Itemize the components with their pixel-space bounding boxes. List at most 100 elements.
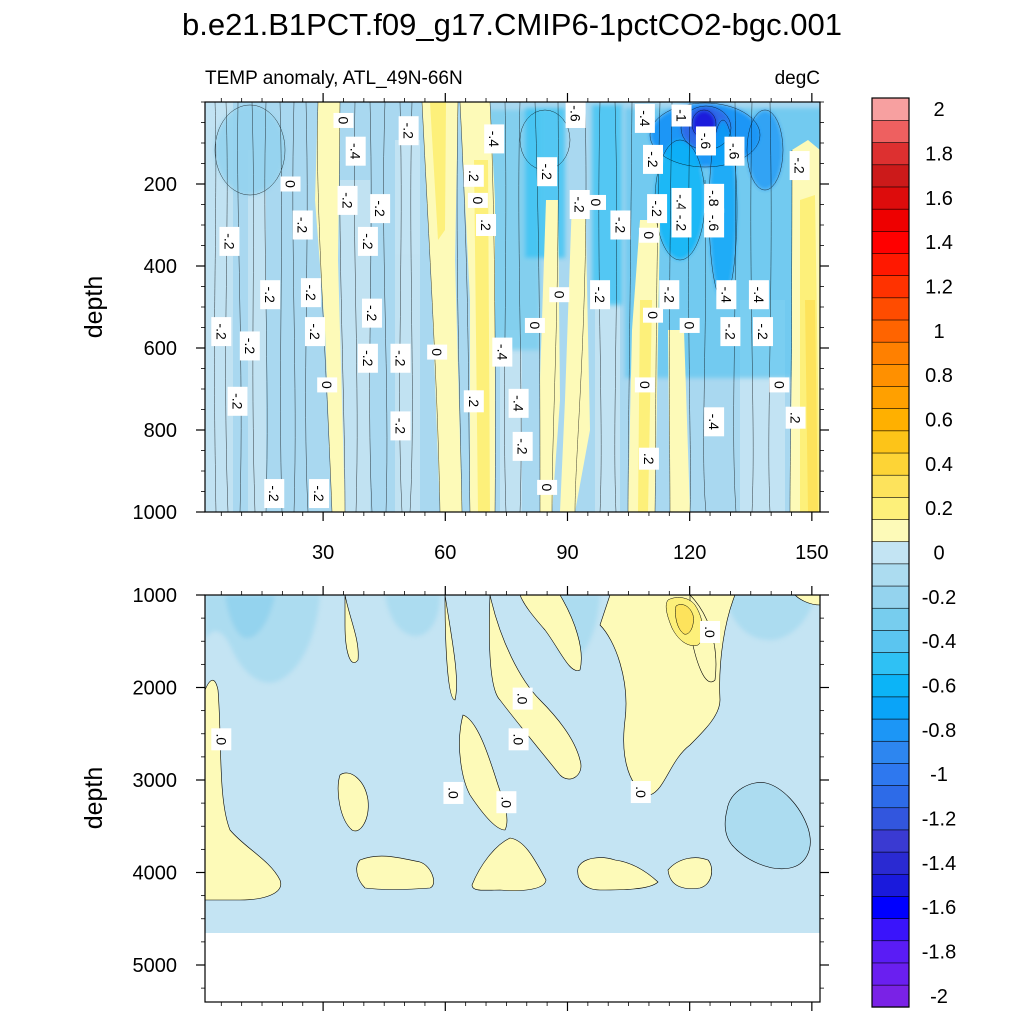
contour-label-text: .2 <box>466 395 482 407</box>
contour-label: .0 <box>211 728 232 751</box>
contour-label-text: -.2 <box>340 192 356 209</box>
contour-label: -.6 <box>724 136 745 166</box>
contour-label-box <box>508 388 529 418</box>
colorbar-swatch <box>871 784 910 809</box>
contour-label-box <box>357 226 378 256</box>
contour-label: -.4 <box>634 103 655 133</box>
colorbar-swatch <box>871 341 910 365</box>
contour-label-box <box>671 104 692 127</box>
upper-axis-ticks: 30 60 90 120 150 200 400 600 800 1000 <box>133 93 829 564</box>
contour-label-text: -.2 <box>392 350 408 367</box>
contour-label-text: -.4 <box>718 287 734 304</box>
contour-label: .0 <box>496 791 517 814</box>
contour-label-box <box>704 407 725 437</box>
contour-label: -.2 <box>211 317 232 347</box>
contour-label: -.8 <box>704 183 725 213</box>
contour-label: -.2 <box>260 280 281 310</box>
contour-label: 0 <box>585 194 606 210</box>
colorbar: 2 1.8 1.6 1.4 1.2 1 0.8 0.6 0.4 0.2 0 -0.2 -0.4 -0.6 -… <box>871 97 956 1008</box>
contour-label-text: 0 <box>429 348 445 356</box>
contour-label: -.2 <box>647 194 668 224</box>
colorbar-swatch <box>871 629 910 653</box>
contour-label-text: .0 <box>511 733 527 745</box>
colorbar-label: 0.6 <box>925 409 953 431</box>
contour-label-box <box>398 116 419 146</box>
contour-label-box <box>638 227 659 243</box>
colorbar-swatch <box>871 408 910 432</box>
contour-label: .2 <box>463 390 484 413</box>
contour-label: .0 <box>700 621 721 643</box>
lower-positive-fills <box>205 595 820 901</box>
colorbar-label: -1.6 <box>922 897 956 919</box>
colorbar-label: 0.8 <box>925 365 953 387</box>
colorbar-swatch <box>871 829 910 853</box>
chart-subtitle-left: TEMP anomaly, ATL_49N-66N <box>205 68 463 89</box>
contour-label-box <box>227 386 248 416</box>
colorbar-swatch <box>871 762 910 786</box>
contour-label-text: -.2 <box>360 350 376 367</box>
lower-y-axis-label: depth <box>80 767 108 830</box>
contour-label-text: -.8 <box>706 190 722 207</box>
contour-label-text: .2 <box>466 170 482 182</box>
colorbar-label: -0.8 <box>922 720 956 742</box>
contour-label: .2 <box>638 447 659 470</box>
contour-label-box <box>492 337 513 367</box>
upper-contour-labels: -.6 -.4 -10-.2-.4 -.6-.6-.4-.2 -.2-.2.20-.2-… <box>211 102 810 509</box>
contour-label-box <box>659 280 680 310</box>
contour-label-box <box>537 479 558 495</box>
contour-label-box <box>634 377 655 393</box>
contour-label-text: 0 <box>335 117 351 125</box>
contour-label-text: -.4 <box>751 287 767 304</box>
contour-label-box <box>443 781 464 804</box>
contour-label-box <box>309 479 330 509</box>
x-tick-label: 90 <box>556 542 578 564</box>
contour-label-box <box>695 126 716 156</box>
colorbar-swatch <box>871 275 910 299</box>
colorbar-swatch <box>871 297 910 321</box>
contour-label: -.6 <box>704 208 725 238</box>
contour-label-box <box>585 194 606 210</box>
contour-label-box <box>337 185 358 215</box>
contour-label: -.2 <box>659 280 680 310</box>
colorbar-swatch <box>871 696 910 720</box>
colorbar-swatch <box>871 918 910 942</box>
contour-label-text: -.4 <box>674 194 690 211</box>
contour-label-text: .2 <box>478 219 494 231</box>
lower-contour-field: .0 .0 .0 .0 .0 .0 .0 <box>205 595 820 1002</box>
contour-label: -.2 <box>537 157 558 187</box>
contour-label: 0 <box>769 377 790 393</box>
contour-label-text: -.2 <box>612 217 628 234</box>
contour-label-text: -.2 <box>755 323 771 340</box>
contour-label-box <box>463 390 484 413</box>
contour-label-text: -.4 <box>511 395 527 412</box>
contour-label-box <box>590 280 611 310</box>
contour-label-text: -.4 <box>637 110 653 127</box>
contour-label-box <box>496 791 517 814</box>
y-tick-label: 400 <box>144 256 177 278</box>
contour-label-text: -.6 <box>726 143 742 160</box>
contour-label-text: .0 <box>633 786 649 798</box>
contour-label-text: -.6 <box>698 133 714 150</box>
colorbar-swatch <box>871 807 910 831</box>
contour-label-text: 0 <box>539 484 555 492</box>
colorbar-swatch <box>871 385 910 409</box>
contour-label-box <box>476 214 497 236</box>
contour-label-box <box>280 176 301 192</box>
contour-label: -.2 <box>643 144 664 174</box>
lower-ocean-floor <box>205 933 820 1002</box>
colorbar-swatch <box>871 541 910 565</box>
colorbar-label: 0.2 <box>925 498 953 520</box>
contour-label-box <box>569 190 590 219</box>
colorbar-swatch <box>871 607 910 631</box>
contour-label: 0 <box>679 317 700 333</box>
colorbar-swatch <box>871 474 910 498</box>
contour-label: .2 <box>476 214 497 236</box>
contour-label-text: -.2 <box>649 200 665 217</box>
contour-label-box <box>720 317 741 347</box>
contour-label: -.2 <box>390 343 411 373</box>
contour-label-box <box>789 151 810 181</box>
contour-label: 0 <box>638 227 659 243</box>
colorbar-swatch <box>871 873 910 897</box>
contour-label-text: -.2 <box>242 338 258 355</box>
contour-label-text: -.2 <box>401 123 417 140</box>
